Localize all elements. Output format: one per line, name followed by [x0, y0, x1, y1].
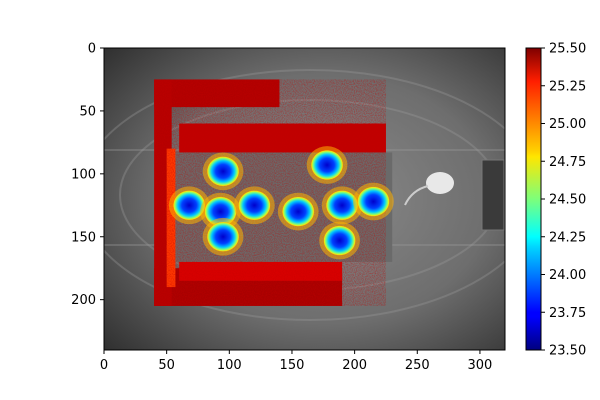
bright-component [426, 172, 454, 194]
colorbar [525, 47, 542, 351]
colorbar-tick-label: 24.25 [549, 230, 586, 245]
cold-spot [310, 149, 344, 181]
cold-spot [323, 225, 356, 256]
cable [404, 185, 429, 206]
x-tick-label: 50 [158, 358, 175, 373]
colorbar-axis: 23.50 23.75 24.00 24.25 24.50 24.75 25.00 25.25… [541, 42, 586, 359]
x-axis: 0 50 100 150 200 250 300 [100, 350, 492, 373]
cold-spot [281, 196, 315, 227]
colorbar-tick-label: 25.50 [549, 42, 586, 57]
x-tick-label: 0 [100, 358, 108, 373]
cold-spot [325, 190, 359, 221]
colorbar-tick-label: 24.75 [549, 155, 586, 170]
x-tick-label: 250 [405, 358, 430, 373]
y-tick-label: 150 [71, 230, 96, 245]
colorbar-tick-label: 24.50 [549, 193, 586, 208]
y-tick-label: 100 [71, 167, 96, 182]
x-tick-label: 200 [342, 358, 367, 373]
axes-frame [103, 47, 506, 351]
cold-spot [206, 221, 240, 252]
y-tick-label: 50 [79, 104, 96, 119]
colorbar-tick-label: 23.75 [549, 306, 586, 321]
heatmap-plot [104, 48, 505, 350]
colorbar-tick-label: 25.25 [549, 79, 586, 94]
cold-spots [168, 146, 394, 260]
x-tick-label: 150 [280, 358, 305, 373]
colorbar-tick-label: 24.00 [549, 268, 586, 283]
colorbar-tick-label: 25.00 [549, 117, 586, 132]
y-tick-label: 200 [71, 293, 96, 308]
connector-block [481, 159, 505, 231]
cold-spot [172, 190, 206, 221]
cold-spot [206, 156, 240, 187]
y-tick-label: 0 [88, 42, 96, 57]
y-axis: 0 50 100 150 200 [71, 42, 104, 308]
x-tick-label: 100 [217, 358, 242, 373]
cold-spot [238, 190, 271, 221]
cold-spot [357, 186, 390, 217]
x-tick-label: 300 [468, 358, 493, 373]
colorbar-tick-label: 23.50 [549, 344, 586, 359]
